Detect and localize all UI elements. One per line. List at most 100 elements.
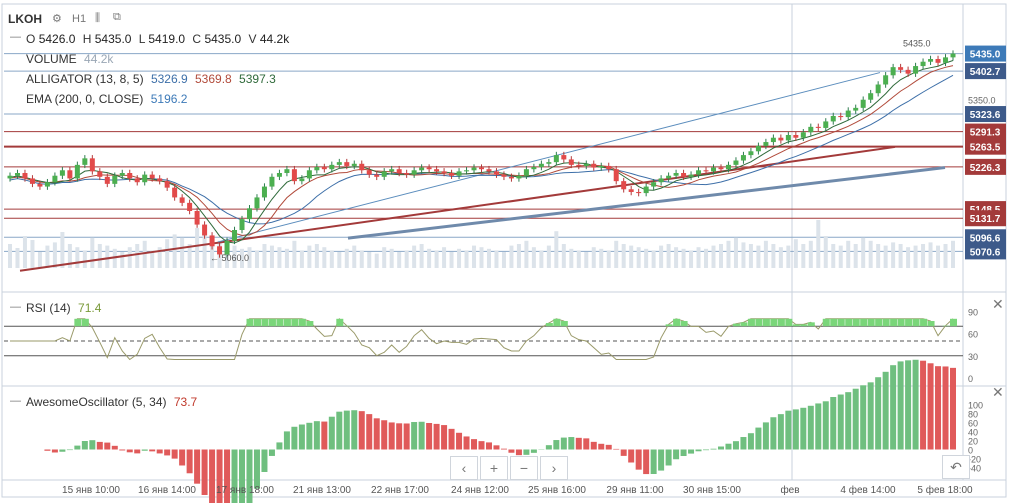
ao-bar — [695, 449, 702, 452]
alligator-legend[interactable]: ALLIGATOR (13, 8, 5) 5326.9 5369.8 5397.… — [26, 72, 276, 86]
gear-icon[interactable]: ⚙ — [52, 13, 62, 25]
volume-bar — [943, 244, 948, 268]
timeframe-label[interactable]: H1 — [72, 13, 87, 25]
candle-body — [696, 170, 702, 175]
rsi-overbought-fill — [343, 325, 351, 327]
volume-bar — [419, 244, 424, 268]
zoom-out-button[interactable]: − — [510, 456, 538, 480]
volume-legend[interactable]: VOLUME 44.2k — [26, 52, 113, 66]
chart-navigation: ‹ + − › — [450, 456, 570, 480]
rsi-overbought-fill — [897, 318, 905, 327]
ao-bar — [231, 449, 238, 503]
volume-bar — [539, 250, 544, 268]
volume-bar — [681, 248, 686, 268]
rsi-overbought-fill — [822, 318, 830, 327]
ao-bar — [628, 449, 635, 463]
ao-bar — [950, 367, 956, 450]
price-label: 5226.3 — [970, 163, 1001, 174]
open-label: O — [26, 32, 36, 46]
ao-bar — [209, 449, 216, 503]
rsi-overbought-fill — [276, 318, 284, 327]
volume-bar — [868, 240, 873, 268]
ao-bar — [620, 449, 627, 456]
ao-bar — [732, 441, 739, 450]
volume-bar — [120, 252, 125, 268]
reset-chart-button[interactable]: ↶ — [942, 455, 970, 479]
rsi-overbought-fill — [253, 318, 261, 327]
ao-bar — [478, 441, 485, 450]
volume-bar — [307, 245, 312, 268]
volume-bar — [112, 248, 117, 268]
candle-body — [426, 167, 432, 170]
candle-body — [755, 145, 761, 152]
volume-bar — [666, 244, 671, 268]
rsi-overbought-fill — [770, 318, 778, 327]
volume-bar — [127, 247, 132, 268]
rsi-overbought-fill — [927, 321, 935, 327]
volume-bar — [90, 237, 95, 268]
volume-bar — [898, 244, 903, 268]
compare-icon[interactable]: ⧉ — [113, 11, 121, 23]
collapse-icon[interactable]: — — [10, 31, 21, 43]
candle-body — [321, 167, 327, 170]
ema-legend[interactable]: EMA (200, 0, CLOSE) 5196.2 — [26, 92, 187, 106]
rsi-legend[interactable]: RSI (14) 71.4 — [26, 301, 101, 315]
ao-bar — [366, 414, 373, 450]
rsi-overbought-fill — [560, 321, 568, 327]
candle-body — [284, 169, 290, 173]
volume-legend-value: 44.2k — [84, 52, 114, 66]
volume-bar — [636, 247, 641, 268]
candle-body — [673, 173, 679, 176]
ao-legend[interactable]: AwesomeOscillator (5, 34) 73.7 — [26, 395, 197, 409]
candle-body — [209, 235, 215, 247]
volume-bar — [951, 240, 955, 268]
indicators-icon[interactable]: ⫼ — [95, 12, 101, 24]
ao-bar — [283, 431, 290, 450]
candle-body — [531, 167, 537, 170]
ao-bar — [388, 422, 395, 450]
candle-body — [860, 99, 866, 108]
volume-bar — [344, 248, 349, 268]
rsi-close-icon[interactable]: ✕ — [992, 296, 1004, 312]
scroll-left-button[interactable]: ‹ — [450, 456, 478, 480]
candle-body — [808, 126, 814, 133]
ao-bar — [261, 449, 268, 472]
rsi-overbought-fill — [777, 318, 785, 327]
volume-bar — [157, 247, 162, 268]
volume-bar — [449, 252, 454, 268]
candle-body — [464, 170, 470, 172]
volume-bar — [674, 247, 679, 268]
candle-body — [523, 169, 529, 176]
ao-bar — [485, 442, 492, 450]
zoom-in-button[interactable]: + — [480, 456, 508, 480]
ao-bar — [358, 411, 365, 450]
volume-bar — [546, 245, 551, 268]
volume-bar — [210, 236, 215, 268]
ao-bar — [830, 397, 837, 450]
ao-bar — [321, 421, 328, 450]
time-axis-label: 25 янв 16:00 — [528, 485, 586, 496]
rsi-overbought-fill — [673, 318, 681, 327]
rsi-collapse-icon[interactable]: — — [10, 301, 21, 313]
price-label-bg — [965, 45, 1006, 62]
price-label: 5402.7 — [970, 67, 1001, 78]
ao-close-icon[interactable]: ✕ — [992, 384, 1004, 400]
candle-body — [449, 173, 455, 176]
volume-bar — [442, 247, 447, 268]
ao-collapse-icon[interactable]: — — [10, 395, 21, 407]
volume-bar — [329, 250, 334, 268]
volume-bar — [292, 240, 297, 268]
volume-bar — [891, 242, 896, 268]
ao-bar — [800, 407, 807, 450]
candle-body — [546, 162, 552, 164]
ao-bar — [500, 448, 507, 450]
rsi-overbought-fill — [246, 318, 254, 327]
ao-bar — [785, 410, 792, 450]
candle-body — [538, 163, 544, 168]
scroll-right-button[interactable]: › — [540, 456, 568, 480]
candle-body — [396, 169, 402, 173]
candle-body — [456, 171, 462, 176]
open-value: 5426.0 — [38, 32, 76, 46]
volume-bar — [883, 245, 888, 268]
